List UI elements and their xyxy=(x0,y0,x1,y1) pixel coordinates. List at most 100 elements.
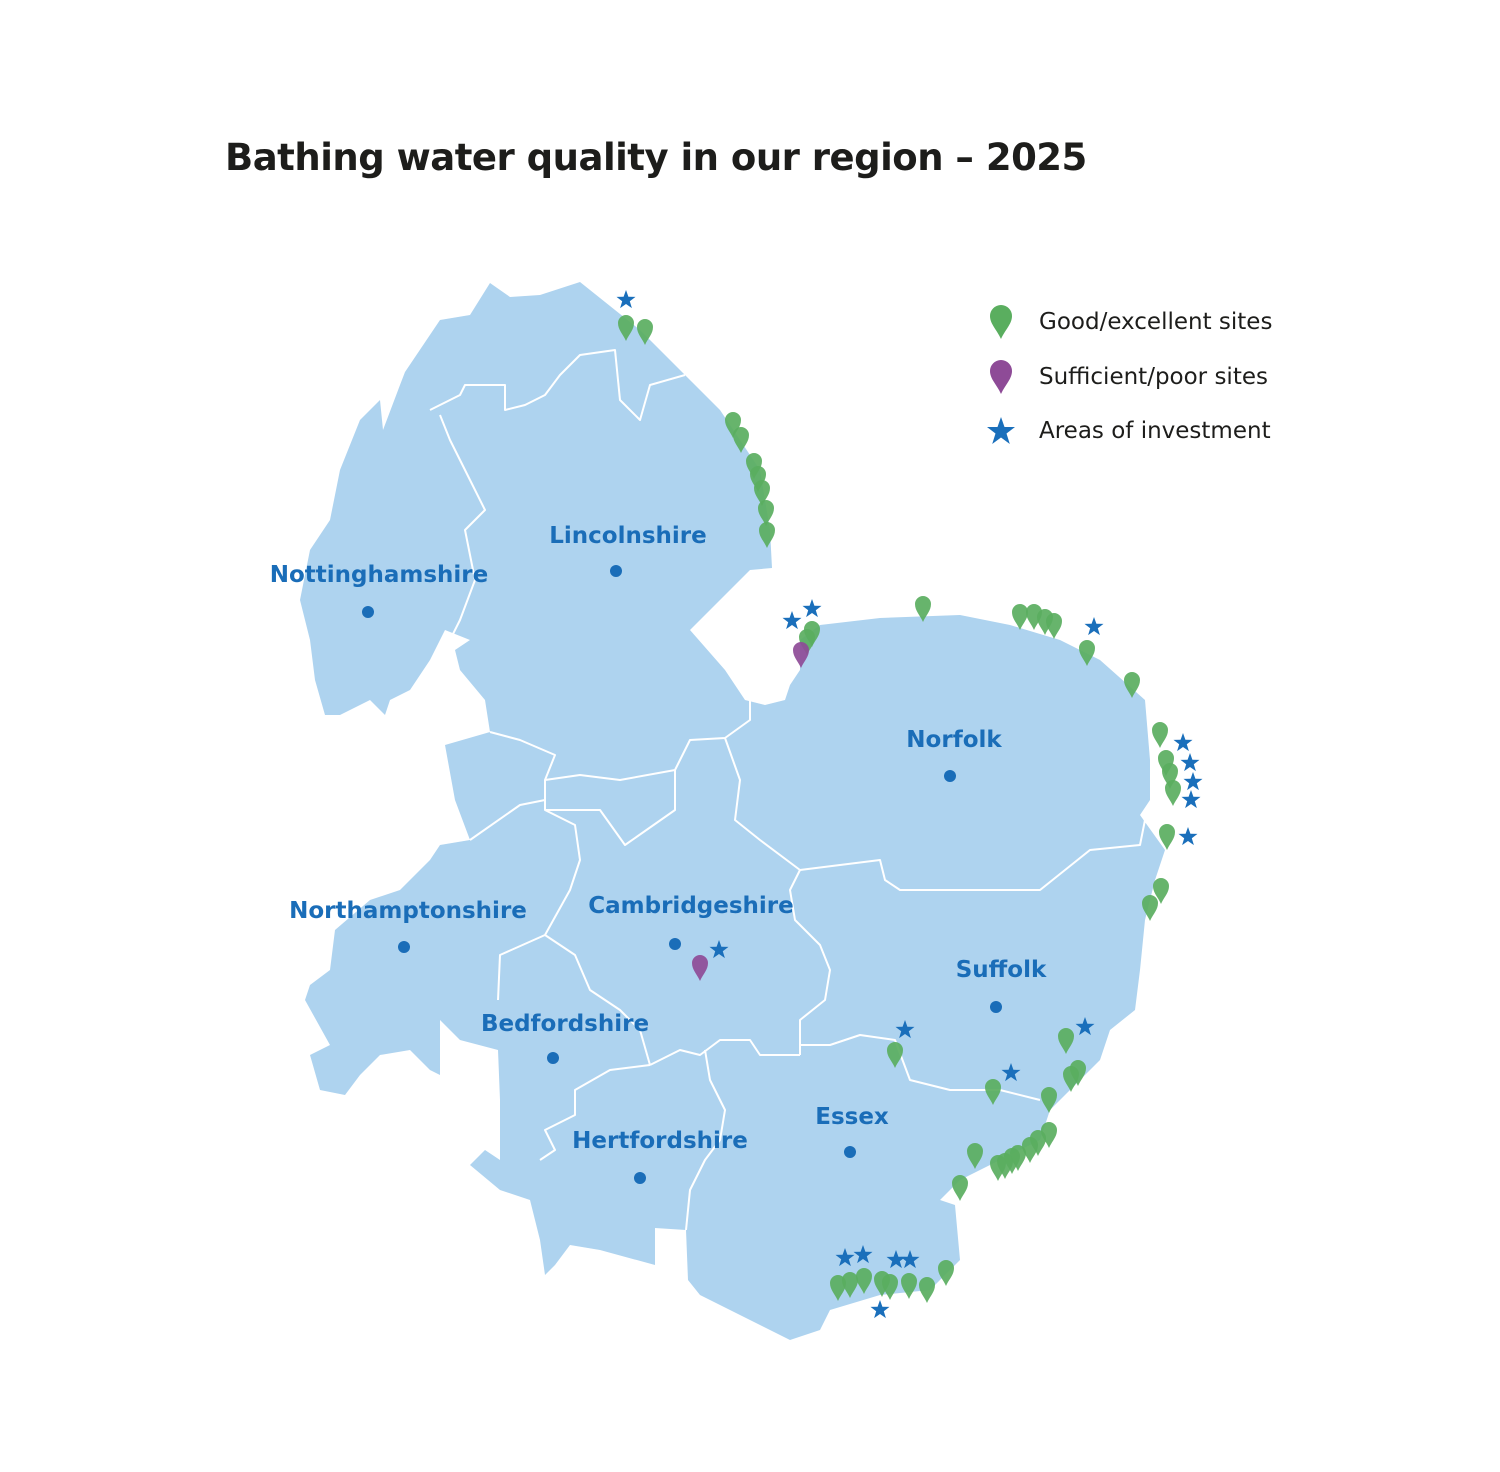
county-centre-dot xyxy=(844,1146,856,1158)
good-site-pin-icon xyxy=(1159,824,1175,850)
investment-star-icon xyxy=(1001,1063,1021,1082)
investment-star-icon xyxy=(895,1020,915,1039)
good-site-pin-icon xyxy=(1079,640,1095,666)
county-centre-dot xyxy=(634,1172,646,1184)
good-site-pin-icon xyxy=(967,1143,983,1169)
legend-good: Good/excellent sites xyxy=(985,304,1272,340)
region-landmass xyxy=(300,282,1165,1340)
green-pin-icon xyxy=(990,305,1012,339)
investment-star-icon xyxy=(853,1245,873,1264)
investment-star-icon xyxy=(835,1248,855,1267)
good-site-pin-icon xyxy=(759,522,775,548)
good-site-pin-icon xyxy=(618,315,634,341)
legend-investment: Areas of investment xyxy=(985,413,1271,449)
poor-site-pin-icon xyxy=(793,642,809,668)
investment-star-icon xyxy=(1173,733,1193,752)
county-label-nottinghamshire: Nottinghamshire xyxy=(269,562,489,588)
investment-star-icon xyxy=(1183,772,1203,791)
investment-star-icon xyxy=(1178,827,1198,846)
county-centre-dot xyxy=(547,1052,559,1064)
good-site-pin-icon xyxy=(985,1079,1001,1105)
county-centre-dot xyxy=(610,565,622,577)
good-site-pin-icon xyxy=(746,453,762,479)
site-markers xyxy=(616,290,1203,1319)
good-site-pin-icon xyxy=(1030,1130,1046,1156)
poor-site-pin-icon xyxy=(692,955,708,981)
investment-star-icon xyxy=(1075,1017,1095,1036)
investment-star-icon xyxy=(709,940,729,959)
good-site-pin-icon xyxy=(1058,1028,1074,1054)
county-border xyxy=(429,349,686,421)
county-border xyxy=(544,934,651,1066)
good-site-pin-icon xyxy=(754,480,770,506)
county-centre-dots xyxy=(362,565,1002,1184)
county-centre-dot xyxy=(398,941,410,953)
good-site-pin-icon xyxy=(750,466,766,492)
good-site-pin-icon xyxy=(882,1274,898,1300)
good-site-pin-icon xyxy=(856,1268,872,1294)
legend-label: Areas of investment xyxy=(1039,418,1271,444)
county-border xyxy=(545,770,676,846)
good-site-pin-icon xyxy=(637,319,653,345)
good-site-pin-icon xyxy=(725,412,741,438)
county-border xyxy=(539,1064,651,1161)
investment-star-icon xyxy=(1180,753,1200,772)
investment-star-icon xyxy=(870,1300,890,1319)
good-site-pin-icon xyxy=(1165,780,1181,806)
county-label-lincolnshire: Lincolnshire xyxy=(549,523,707,549)
good-site-pin-icon xyxy=(1152,722,1168,748)
good-site-pin-icon xyxy=(1153,878,1169,904)
good-site-pin-icon xyxy=(1041,1087,1057,1113)
county-centre-dot xyxy=(362,606,374,618)
legend-poor: Sufficient/poor sites xyxy=(985,359,1268,395)
good-site-pin-icon xyxy=(1046,613,1062,639)
good-site-pin-icon xyxy=(842,1272,858,1298)
county-border xyxy=(724,737,801,871)
county-centre-dot xyxy=(990,1001,1002,1013)
investment-star-icon xyxy=(1181,790,1201,809)
county-border xyxy=(649,1039,800,1066)
investment-star-icon xyxy=(1084,617,1104,636)
legend-label: Sufficient/poor sites xyxy=(1039,364,1268,390)
good-site-pin-icon xyxy=(1012,604,1028,630)
good-site-pin-icon xyxy=(1070,1060,1086,1086)
good-site-pin-icon xyxy=(901,1273,917,1299)
good-site-pin-icon xyxy=(830,1275,846,1301)
good-site-pin-icon xyxy=(887,1042,903,1068)
good-site-pin-icon xyxy=(799,629,815,655)
investment-star-icon xyxy=(900,1250,920,1269)
good-site-pin-icon xyxy=(1162,763,1178,789)
county-label-northamptonshire: Northamptonshire xyxy=(289,898,527,924)
county-border xyxy=(489,700,751,781)
county-label-suffolk: Suffolk xyxy=(955,957,1047,983)
investment-star-icon xyxy=(616,290,636,309)
good-site-pin-icon xyxy=(919,1277,935,1303)
good-site-pin-icon xyxy=(1026,604,1042,630)
good-site-pin-icon xyxy=(938,1260,954,1286)
county-label-bedfordshire: Bedfordshire xyxy=(480,1011,650,1037)
good-site-pin-icon xyxy=(758,500,774,526)
good-site-pin-icon xyxy=(952,1175,968,1201)
county-label-norfolk: Norfolk xyxy=(906,727,1002,753)
blue-star-icon xyxy=(987,417,1015,444)
county-label-hertfordshire: Hertfordshire xyxy=(572,1128,748,1154)
purple-pin-icon xyxy=(990,360,1012,394)
good-site-pin-icon xyxy=(1041,1122,1057,1148)
good-site-pin-icon xyxy=(990,1155,1006,1181)
good-site-pin-icon xyxy=(1158,750,1174,776)
good-site-pin-icon xyxy=(1142,895,1158,921)
county-border xyxy=(469,799,546,841)
county-border xyxy=(789,869,831,1055)
investment-star-icon xyxy=(802,599,822,618)
county-label-cambridgeshire: Cambridgeshire xyxy=(588,893,794,919)
good-site-pin-icon xyxy=(1022,1137,1038,1163)
good-site-pin-icon xyxy=(1124,672,1140,698)
county-border xyxy=(497,780,581,1001)
map-title: Bathing water quality in our region – 20… xyxy=(225,136,1087,179)
investment-star-icon xyxy=(886,1250,906,1269)
investment-star-icon xyxy=(782,611,802,630)
good-site-pin-icon xyxy=(915,596,931,622)
county-border xyxy=(799,819,1146,891)
county-label-essex: Essex xyxy=(815,1104,889,1130)
